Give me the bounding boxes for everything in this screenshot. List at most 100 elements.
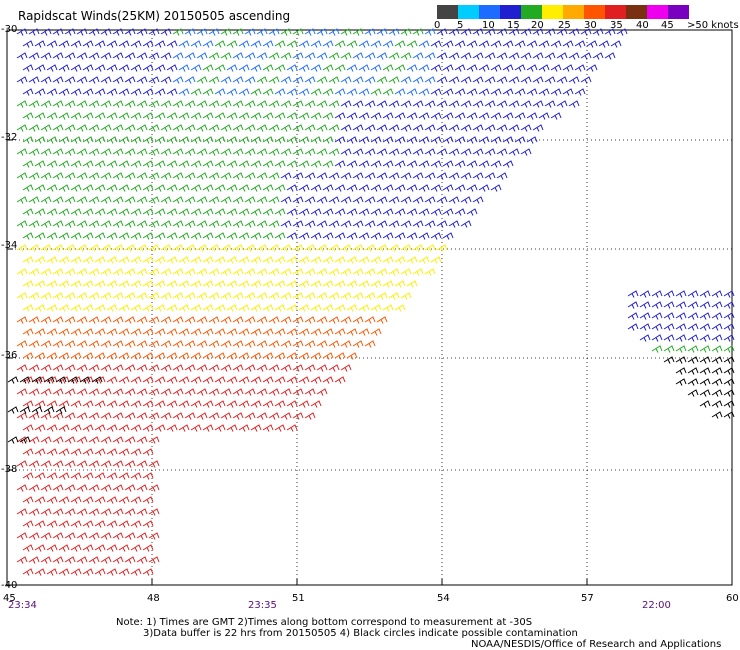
colorbar-swatch [542, 5, 563, 19]
wind-barb [124, 196, 136, 204]
wind-barb [424, 28, 436, 36]
wind-barb [46, 448, 58, 456]
wind-barb [46, 136, 58, 144]
wind-barb [280, 124, 292, 132]
wind-barb [274, 208, 286, 216]
wind-barb [418, 232, 430, 240]
wind-barb [592, 52, 604, 60]
wind-barb [46, 112, 58, 120]
wind-barb [472, 148, 484, 156]
wind-barb [298, 208, 310, 216]
wind-barb [304, 172, 316, 180]
wind-barb [184, 172, 196, 180]
wind-barb [544, 28, 556, 36]
wind-barb [70, 256, 82, 264]
wind-barb [394, 112, 406, 120]
wind-barb [442, 136, 454, 144]
wind-barb [496, 148, 508, 156]
wind-barb [16, 292, 28, 300]
wind-barb [52, 532, 64, 540]
wind-barb [346, 184, 358, 192]
wind-barb [202, 64, 214, 72]
wind-barb [256, 364, 268, 372]
wind-barb [268, 28, 280, 36]
wind-barb [208, 124, 220, 132]
wind-barb [370, 160, 382, 168]
wind-barb [220, 316, 232, 324]
colorbar-swatch [500, 5, 521, 19]
wind-barb [28, 124, 40, 132]
wind-barb [28, 484, 40, 492]
wind-barb [442, 40, 454, 48]
wind-barb [358, 280, 370, 288]
wind-barb [142, 88, 154, 96]
wind-barb [154, 64, 166, 72]
wind-barb [418, 112, 430, 120]
wind-barb [292, 220, 304, 228]
wind-barb [160, 412, 172, 420]
wind-barb [508, 28, 520, 36]
wind-barb [94, 304, 106, 312]
wind-barb [136, 52, 148, 60]
wind-barb [723, 400, 735, 408]
wind-barb [40, 460, 52, 468]
wind-barb [394, 40, 406, 48]
wind-barb [202, 160, 214, 168]
colorbar-label: 25 [558, 20, 571, 31]
wind-barb [76, 148, 88, 156]
wind-barb [76, 172, 88, 180]
wind-barb [166, 232, 178, 240]
wind-barb [711, 411, 723, 419]
wind-barb [34, 64, 46, 72]
wind-barb [202, 424, 214, 432]
wind-barb [394, 160, 406, 168]
wind-barb [532, 124, 544, 132]
wind-barb [232, 244, 244, 252]
wind-barb [406, 112, 418, 120]
wind-barb [322, 376, 334, 384]
wind-barb [370, 280, 382, 288]
wind-barb [238, 88, 250, 96]
wind-barb [106, 280, 118, 288]
wind-barb [454, 64, 466, 72]
wind-barb [711, 312, 723, 320]
wind-barb [46, 208, 58, 216]
wind-barb [358, 160, 370, 168]
wind-barb [484, 100, 496, 108]
wind-barb [220, 220, 232, 228]
wind-barb [88, 124, 100, 132]
wind-barb [448, 124, 460, 132]
wind-barb [328, 76, 340, 84]
wind-barb [358, 136, 370, 144]
wind-barb [214, 328, 226, 336]
wind-barb [76, 100, 88, 108]
wind-barb [112, 52, 124, 60]
wind-barb [418, 256, 430, 264]
wind-barb [388, 52, 400, 60]
wind-barb [31, 406, 43, 414]
wind-barb [232, 76, 244, 84]
wind-barb [532, 28, 544, 36]
wind-barb [136, 220, 148, 228]
wind-barb [58, 568, 70, 576]
wind-barb [322, 136, 334, 144]
wind-barb [112, 556, 124, 564]
wind-barb [352, 196, 364, 204]
wind-barb [280, 244, 292, 252]
wind-barb [442, 160, 454, 168]
wind-barb [130, 184, 142, 192]
wind-barb [34, 328, 46, 336]
wind-barb [544, 100, 556, 108]
wind-barb [52, 268, 64, 276]
wind-barb [100, 100, 112, 108]
wind-barb [88, 364, 100, 372]
wind-barb [16, 556, 28, 564]
wind-barb [202, 328, 214, 336]
wind-barb [376, 124, 388, 132]
wind-barb [202, 304, 214, 312]
wind-barb [376, 76, 388, 84]
wind-barb [118, 280, 130, 288]
wind-barb [232, 100, 244, 108]
wind-barb [460, 52, 472, 60]
